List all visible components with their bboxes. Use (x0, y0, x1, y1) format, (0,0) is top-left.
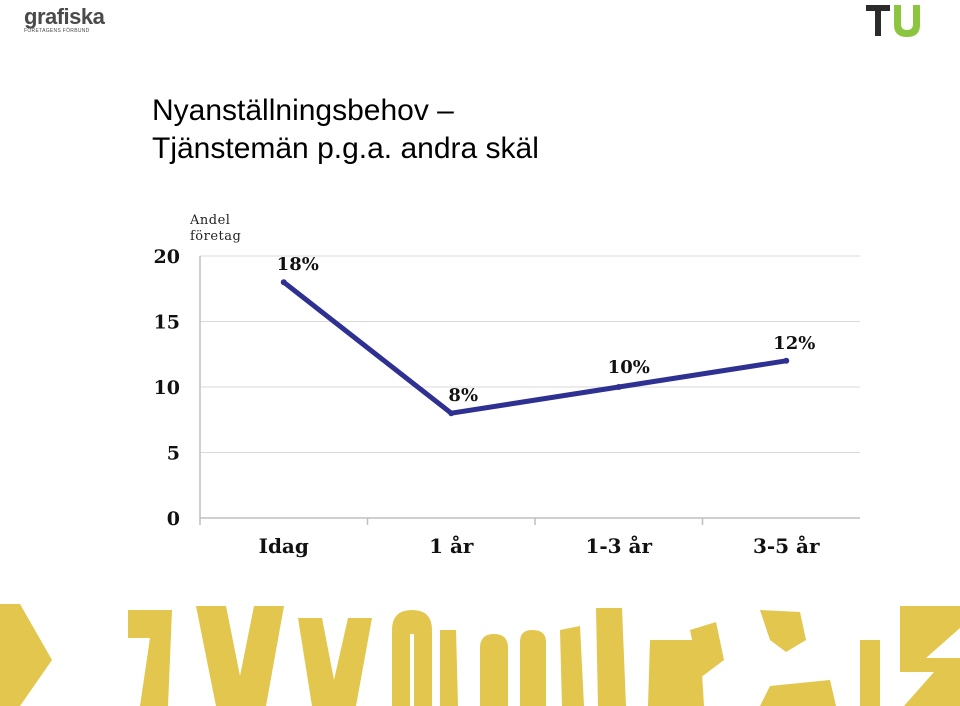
data-point (280, 279, 287, 286)
grafiska-logo: grafiska FÖRETAGENS FÖRBUND (24, 4, 114, 35)
grafiska-logo-tagline: FÖRETAGENS FÖRBUND (24, 28, 90, 34)
y-axis-title-word: företag (190, 229, 241, 244)
slide-title-line-1: Nyanställningsbehov – (152, 94, 454, 127)
y-tick-label: 15 (154, 312, 180, 334)
slide-title-line-2: Tjänstemän p.g.a. andra skäl (152, 132, 539, 165)
data-label: 18% (277, 254, 319, 275)
data-point (615, 384, 622, 390)
x-category-label: 1-3 år (585, 534, 652, 558)
y-axis-title-word: Andel (189, 213, 230, 228)
footer-banner (0, 604, 960, 706)
x-category-label: 1 år (429, 534, 474, 558)
y-tick-label: 0 (167, 508, 180, 530)
data-point (448, 410, 455, 417)
data-label: 8% (448, 385, 478, 406)
data-label: 12% (773, 333, 815, 354)
data-point (783, 357, 790, 364)
slide-title: Nyanställningsbehov – Tjänstemän p.g.a. … (152, 92, 539, 168)
series-line (281, 279, 789, 416)
data-label: 10% (608, 357, 650, 378)
x-category-label: 3-5 år (753, 534, 820, 558)
x-category-label: Idag (259, 534, 309, 558)
tu-logo (866, 5, 920, 37)
y-tick-label: 10 (154, 377, 180, 399)
y-tick-label: 5 (167, 443, 180, 465)
y-tick-label: 20 (154, 246, 180, 268)
grafiska-logo-name: grafiska (24, 4, 105, 29)
